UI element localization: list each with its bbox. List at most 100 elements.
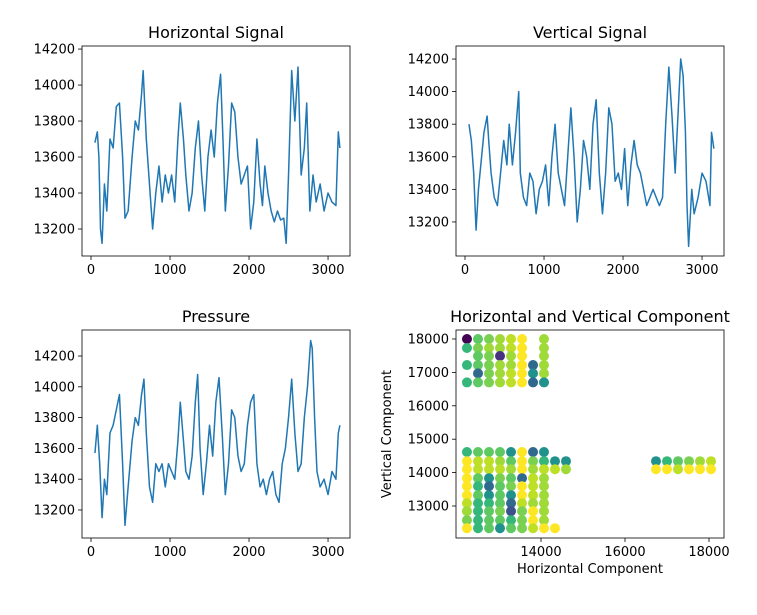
y-tick-label: 14000 [34, 380, 75, 395]
axes-frame [455, 45, 725, 257]
scatter-point [506, 523, 517, 534]
scatter-point [473, 515, 484, 526]
scatter-point [506, 515, 517, 526]
scatter-point [538, 464, 549, 475]
scatter-point [495, 333, 506, 344]
y-tick-label: 13600 [408, 150, 449, 165]
scatter-point [517, 456, 528, 467]
scatter-point [461, 515, 472, 526]
scatter-point [560, 464, 571, 475]
x-tick-label: 0 [461, 263, 469, 278]
scatter-point [461, 481, 472, 492]
scatter-point [517, 498, 528, 509]
scatter-point [651, 456, 662, 467]
x-tick-label: 1000 [153, 263, 186, 278]
scatter-point [484, 473, 495, 484]
scatter-point [473, 456, 484, 467]
scatter-point [495, 377, 506, 388]
scatter-point [484, 481, 495, 492]
scatter-point [473, 351, 484, 362]
scatter-point [495, 456, 506, 467]
plot-area [82, 46, 350, 256]
scatter-point [473, 498, 484, 509]
y-axis-label: Vertical Component [380, 370, 395, 498]
scatter-point [495, 343, 506, 354]
scatter-point [538, 360, 549, 371]
y-tick-label: 14000 [408, 466, 449, 481]
x-tick-label: 3000 [685, 263, 718, 278]
scatter-point [461, 464, 472, 475]
y-tick-label: 18000 [408, 332, 449, 347]
scatter-point [473, 490, 484, 501]
scatter-point [528, 456, 539, 467]
scatter-point [560, 456, 571, 467]
scatter-point [506, 506, 517, 517]
scatter-point [517, 473, 528, 484]
scatter-point [461, 333, 472, 344]
scatter-point [484, 515, 495, 526]
scatter-point [506, 498, 517, 509]
scatter-point [695, 464, 706, 475]
subplot-title: Pressure [182, 307, 250, 326]
scatter-point [538, 368, 549, 379]
scatter-point [538, 446, 549, 457]
scatter-point [473, 464, 484, 475]
scatter-point [706, 456, 717, 467]
axes-frame [81, 329, 351, 539]
scatter-point [495, 481, 506, 492]
scatter-point [517, 523, 528, 534]
scatter-point [495, 360, 506, 371]
scatter-point [461, 377, 472, 388]
scatter-point [651, 464, 662, 475]
scatter-point [461, 506, 472, 517]
scatter-point [684, 456, 695, 467]
scatter-point [506, 456, 517, 467]
y-tick-label: 13400 [408, 183, 449, 198]
scatter-point [506, 481, 517, 492]
x-tick-label: 3000 [311, 545, 344, 560]
scatter-point [517, 506, 528, 517]
y-tick-label: 13200 [34, 223, 75, 238]
scatter-point [673, 464, 684, 475]
scatter-point [495, 368, 506, 379]
scatter-point [538, 515, 549, 526]
scatter-point [484, 464, 495, 475]
y-tick-label: 13800 [408, 118, 449, 133]
scatter-point [506, 473, 517, 484]
scatter-point [495, 464, 506, 475]
scatter-point [495, 473, 506, 484]
scatter-point [517, 515, 528, 526]
scatter-point [506, 464, 517, 475]
scatter-point [517, 333, 528, 344]
signal-line [94, 66, 341, 245]
subplot: 0 1000 2000 3000 13200 13400 13600 13800 14000 14… [34, 23, 351, 278]
scatter-point [461, 523, 472, 534]
scatter-point [506, 490, 517, 501]
scatter-point [549, 464, 560, 475]
scatter-point [461, 490, 472, 501]
scatter-point [495, 446, 506, 457]
subplot: 0 1000 2000 3000 13200 13400 13600 13800 14000 14… [408, 23, 725, 278]
x-tick-label: 2000 [606, 263, 639, 278]
scatter-point [506, 377, 517, 388]
scatter-point [506, 360, 517, 371]
y-tick-label: 17000 [408, 366, 449, 381]
scatter-point [484, 351, 495, 362]
scatter-point [506, 333, 517, 344]
scatter-point [706, 464, 717, 475]
scatter-point [528, 473, 539, 484]
x-tick-label: 1000 [153, 545, 186, 560]
x-tick-label: 0 [87, 545, 95, 560]
y-tick-label: 13600 [34, 151, 75, 166]
scatter-point [495, 498, 506, 509]
scatter-point [484, 506, 495, 517]
scatter-point [517, 464, 528, 475]
scatter-point [484, 446, 495, 457]
scatter-point [484, 490, 495, 501]
scatter-point [549, 456, 560, 467]
scatter-point [538, 343, 549, 354]
scatter-point [517, 360, 528, 371]
x-tick-label: 2000 [232, 263, 265, 278]
scatter-point [484, 343, 495, 354]
